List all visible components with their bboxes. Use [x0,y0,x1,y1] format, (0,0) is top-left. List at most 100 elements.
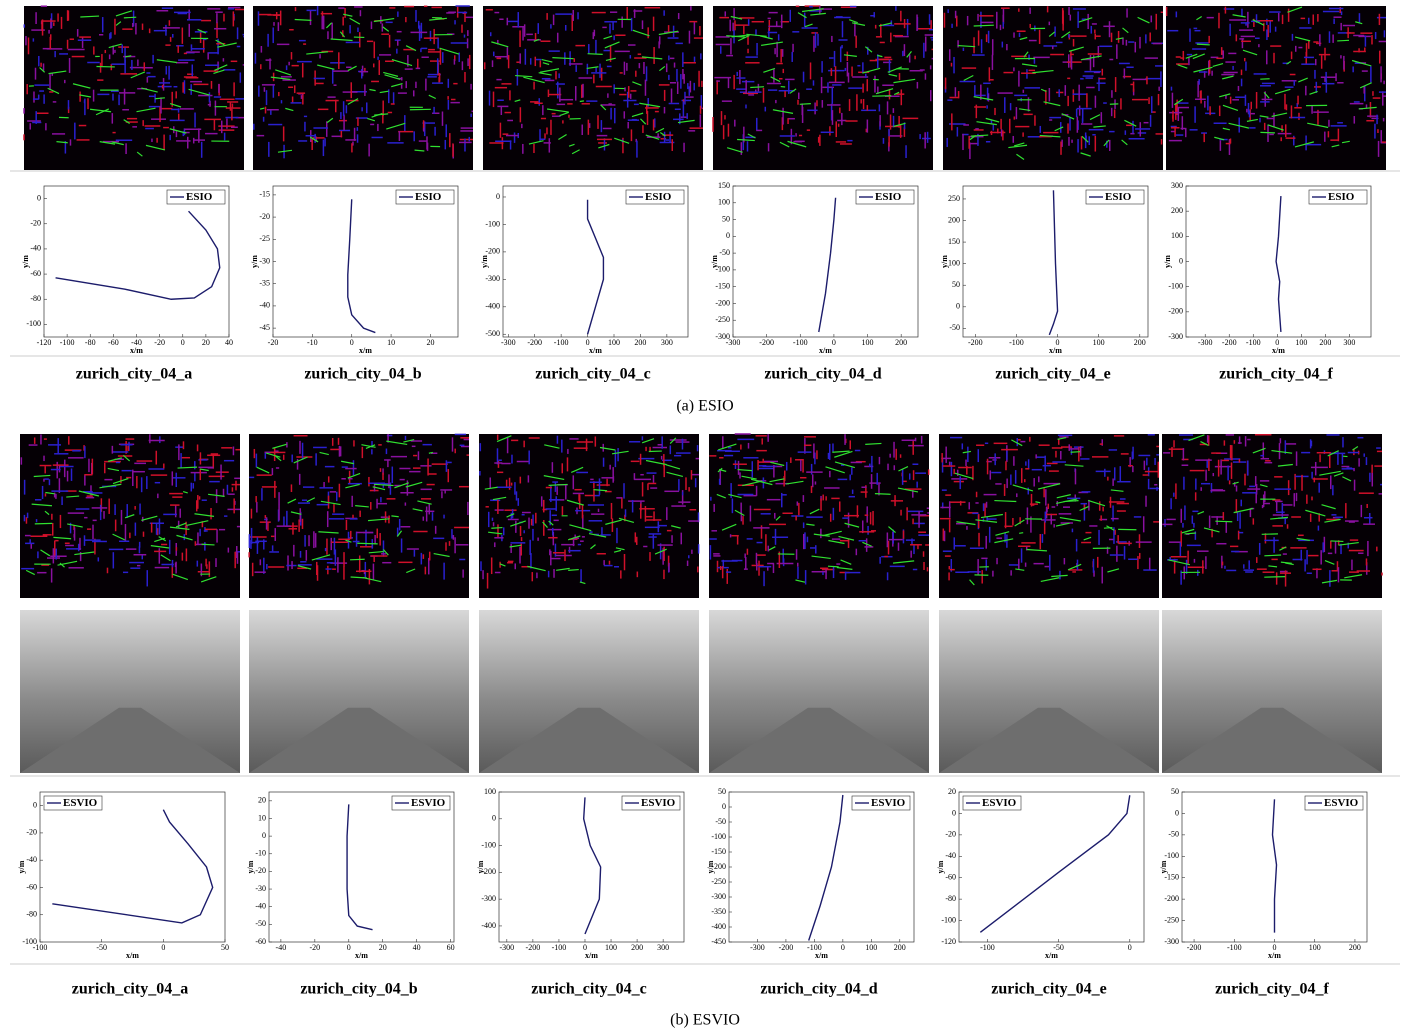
feature-track [1019,532,1024,534]
feature-track [874,493,891,495]
feature-track [169,128,187,134]
event-texture [1165,6,1386,157]
feature-track [428,94,436,100]
feature-track [95,108,110,116]
feature-track [1271,449,1293,454]
feature-track [382,549,389,556]
y-tick-label: -350 [711,907,726,916]
y-tick-label: -100 [715,265,730,274]
feature-track [492,496,507,501]
feature-track [1124,119,1137,127]
feature-track [1228,122,1250,129]
x-tick-label: -100 [60,338,75,347]
event-texture [709,433,930,587]
event-image [939,434,1159,598]
x-tick-label: 0 [161,943,165,952]
plot-area [39,791,226,943]
feature-track [1078,17,1093,23]
feature-track [484,486,498,490]
x-tick-label: 0 [181,338,185,347]
feature-track [1093,125,1106,128]
y-axis-label: y/m [476,860,485,873]
feature-track [571,149,580,155]
feature-track [579,100,584,103]
feature-track [593,489,608,492]
feature-track [1021,63,1038,67]
feature-track [25,569,35,576]
x-tick-label: -100 [552,943,567,952]
y-tick-label: -300 [1168,332,1183,341]
feature-track [1040,88,1047,93]
feature-track [844,522,860,528]
feature-track [641,56,663,60]
feature-track [877,54,883,58]
feature-track [615,547,625,551]
feature-track [1270,516,1289,520]
y-tick-label: -300 [485,274,500,283]
feature-track [188,88,210,96]
feature-track [898,465,909,472]
y-tick-label: -200 [715,298,730,307]
y-tick-label: -300 [715,332,730,341]
feature-track [569,524,592,532]
feature-track [1121,139,1128,146]
feature-track [306,51,329,55]
y-tick-label: -25 [259,234,270,243]
feature-track [552,57,574,60]
trajectory [347,199,376,334]
feature-track [523,76,545,84]
feature-track [1035,501,1041,504]
y-tick-label: 0 [952,808,956,817]
feature-track [1059,516,1081,522]
feature-track [309,136,319,143]
feature-track [31,503,53,507]
x-tick-label: 200 [1349,943,1361,952]
y-tick-label: -100 [485,219,500,228]
feature-track [53,536,72,540]
y-tick-label: 100 [948,258,960,267]
y-tick-label: 0 [956,302,960,311]
y-tick-label: -60 [945,873,956,882]
feature-track [789,88,797,94]
feature-track [587,53,603,55]
feature-track [822,530,842,537]
x-tick-label: 0 [347,943,351,952]
y-tick-label: -500 [485,329,500,338]
x-tick-label: -10 [307,338,318,347]
feature-track [737,138,755,142]
feature-track [277,149,293,153]
x-tick-label: 300 [657,943,669,952]
feature-track [156,59,177,64]
feature-track [1070,451,1081,453]
y-tick-label: -400 [485,302,500,311]
legend-label: ESVIO [1324,797,1359,809]
event-texture [248,433,469,585]
y-axis-label: y/m [940,255,949,268]
feature-track [568,568,579,571]
feature-track [772,109,794,114]
feature-track [1011,439,1023,447]
feature-track [136,151,143,157]
feature-track [1061,113,1075,120]
y-tick-label: -450 [711,937,726,946]
feature-track [827,565,839,568]
y-tick-label: 0 [496,192,500,201]
feature-track [1298,77,1308,83]
feature-track [155,97,165,100]
feature-track [259,107,265,110]
feature-track [980,513,1003,519]
x-tick-label: 300 [661,338,673,347]
x-axis-label: x/m [819,346,832,355]
feature-track [768,546,776,551]
road [1162,707,1382,773]
feature-track [1174,98,1184,106]
x-tick-label: -100 [1009,338,1024,347]
feature-track [67,523,83,528]
feature-track [107,467,120,472]
feature-track [985,117,1000,123]
feature-track [1181,528,1195,534]
feature-track [1196,43,1210,46]
feature-track [214,64,228,71]
x-tick-label: 200 [1134,338,1146,347]
y-tick-label: -100 [1164,851,1179,860]
